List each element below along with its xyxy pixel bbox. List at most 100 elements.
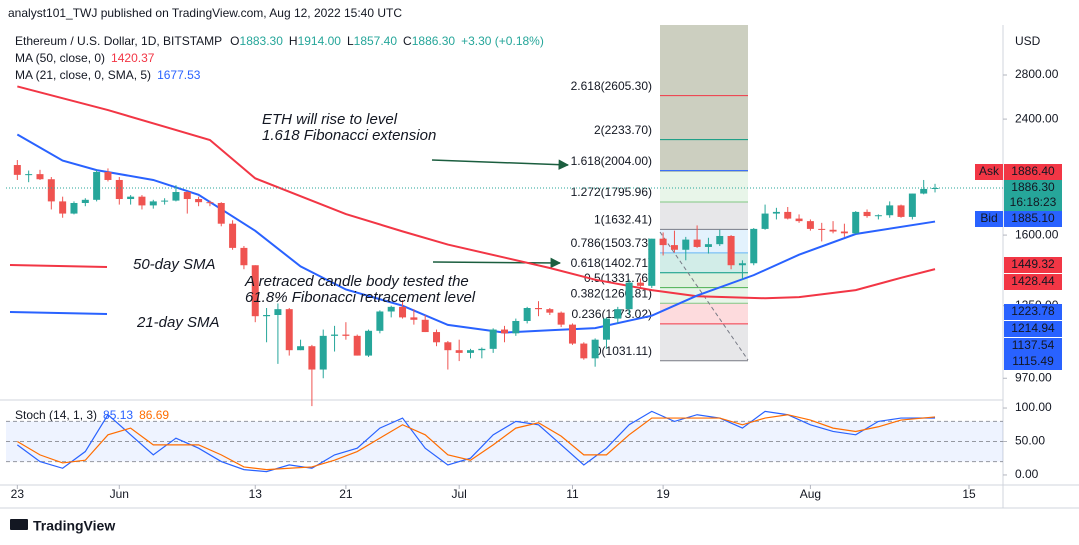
ohlc-value: 1883.30 [240,34,284,48]
stoch-line [16,410,936,473]
ma-legend: MA (21, close, 0, SMA, 5) 1677.53 [15,68,201,82]
candle-body [580,343,588,359]
candle-body [682,239,690,250]
fib-band [660,229,748,253]
candle-body [523,308,531,321]
candle-body [693,239,701,247]
sma21-sample-line [9,311,108,315]
change: +3.30 (+0.18%) [461,34,544,48]
stoch-tick-label: 0.00 [1015,467,1039,481]
candle-body [750,228,758,264]
candle-body [387,306,395,312]
candle-body [263,315,271,317]
candle-body [557,312,565,325]
candle-body [240,247,248,266]
annotation: 1.618 Fibonacci extension [262,127,436,144]
candle-body [546,309,554,313]
price-tag: Bid [980,211,997,225]
candle-body [421,319,429,333]
x-tick-label: 13 [249,487,263,501]
candle-body [127,196,135,200]
annotation: 61.8% Fibonacci retracement level [245,289,476,306]
candle-body [93,171,101,200]
ma-value: 1677.53 [157,68,201,82]
price-tag: Ask [979,164,1000,178]
x-tick-label: 21 [339,487,353,501]
fib-label: 1.618(2004.00) [571,154,652,168]
fib-band [660,202,748,230]
annotation: 50-day SMA [133,256,216,273]
candle-body [908,193,916,217]
price-label: 1885.10 [1011,211,1055,225]
price-label-box [1004,195,1062,211]
candle-body [829,229,837,232]
fib-label: 0.618(1402.71) [571,256,652,270]
ma-value: 1420.37 [111,51,155,65]
x-tick-label: Jun [110,487,129,501]
candle-body [81,199,89,203]
candle-body [410,317,418,320]
candle-body [614,309,622,319]
candle-body [931,187,939,189]
candle-body [365,330,373,356]
stoch-legend: Stoch (14, 1, 3) 85.13 86.69 [15,408,169,422]
candle-body [489,329,497,349]
price-label-box [1004,338,1062,354]
candle-body [591,339,599,359]
stoch-d-value: 86.69 [139,408,169,422]
candle-body [874,215,882,217]
stoch-tick-label: 50.00 [1015,434,1045,448]
candle-body [13,165,21,175]
symbol-legend: Ethereum / U.S. Dollar, 1D, BITSTAMP O188… [15,34,544,48]
ma-name: MA (21, close, 0, SMA, 5) [15,68,151,82]
candle-body [840,231,848,234]
candle-body [104,171,112,180]
ma-legend: MA (50, close, 0) 1420.37 [15,51,155,65]
stoch-line [17,414,936,471]
candle-body [36,174,44,180]
candle-body [172,192,180,201]
candle-body [568,324,576,344]
candle-body [217,202,225,224]
candle-body [920,188,928,194]
candle-body [478,348,486,351]
candle-body [399,306,407,318]
fib-band [660,170,748,203]
fib-label: 2(2233.70) [594,123,652,137]
candle-body [433,332,441,343]
candle-body [195,199,203,203]
logo-mark [10,519,28,530]
candle-body [467,350,475,353]
candle-body [229,223,237,248]
candle-body [784,211,792,219]
candle-body [648,238,656,286]
candle-body [251,265,259,317]
stoch-k-value: 85.13 [103,408,133,422]
candle-body [625,282,633,310]
candle-body [795,218,803,222]
fib-label: 1.272(1795.96) [571,185,652,199]
annotation-arrow [432,257,562,269]
annotation: ETH will rise to level [262,111,398,128]
price-label: 1137.54 [1012,338,1055,352]
x-tick-label: 15 [962,487,976,501]
candle-body [319,335,327,370]
price-label-box [1004,321,1062,337]
price-label-box [1004,304,1062,320]
price-label-box [1004,274,1062,290]
ohlc-key: C [403,34,412,48]
price-label-box [1004,354,1062,370]
candle-body [534,308,542,310]
annotation-arrow [431,159,570,170]
annotation: A retraced candle body tested the [244,273,469,290]
price-label: 1449.32 [1011,257,1055,271]
candle-body [512,320,520,334]
moving-average [17,85,936,300]
candle-body [308,346,316,370]
candle-body [297,346,305,351]
candle-body [331,334,339,336]
ohlc-value: 1886.30 [412,34,456,48]
annotation: 21-day SMA [136,314,220,331]
candle-body [670,245,678,250]
